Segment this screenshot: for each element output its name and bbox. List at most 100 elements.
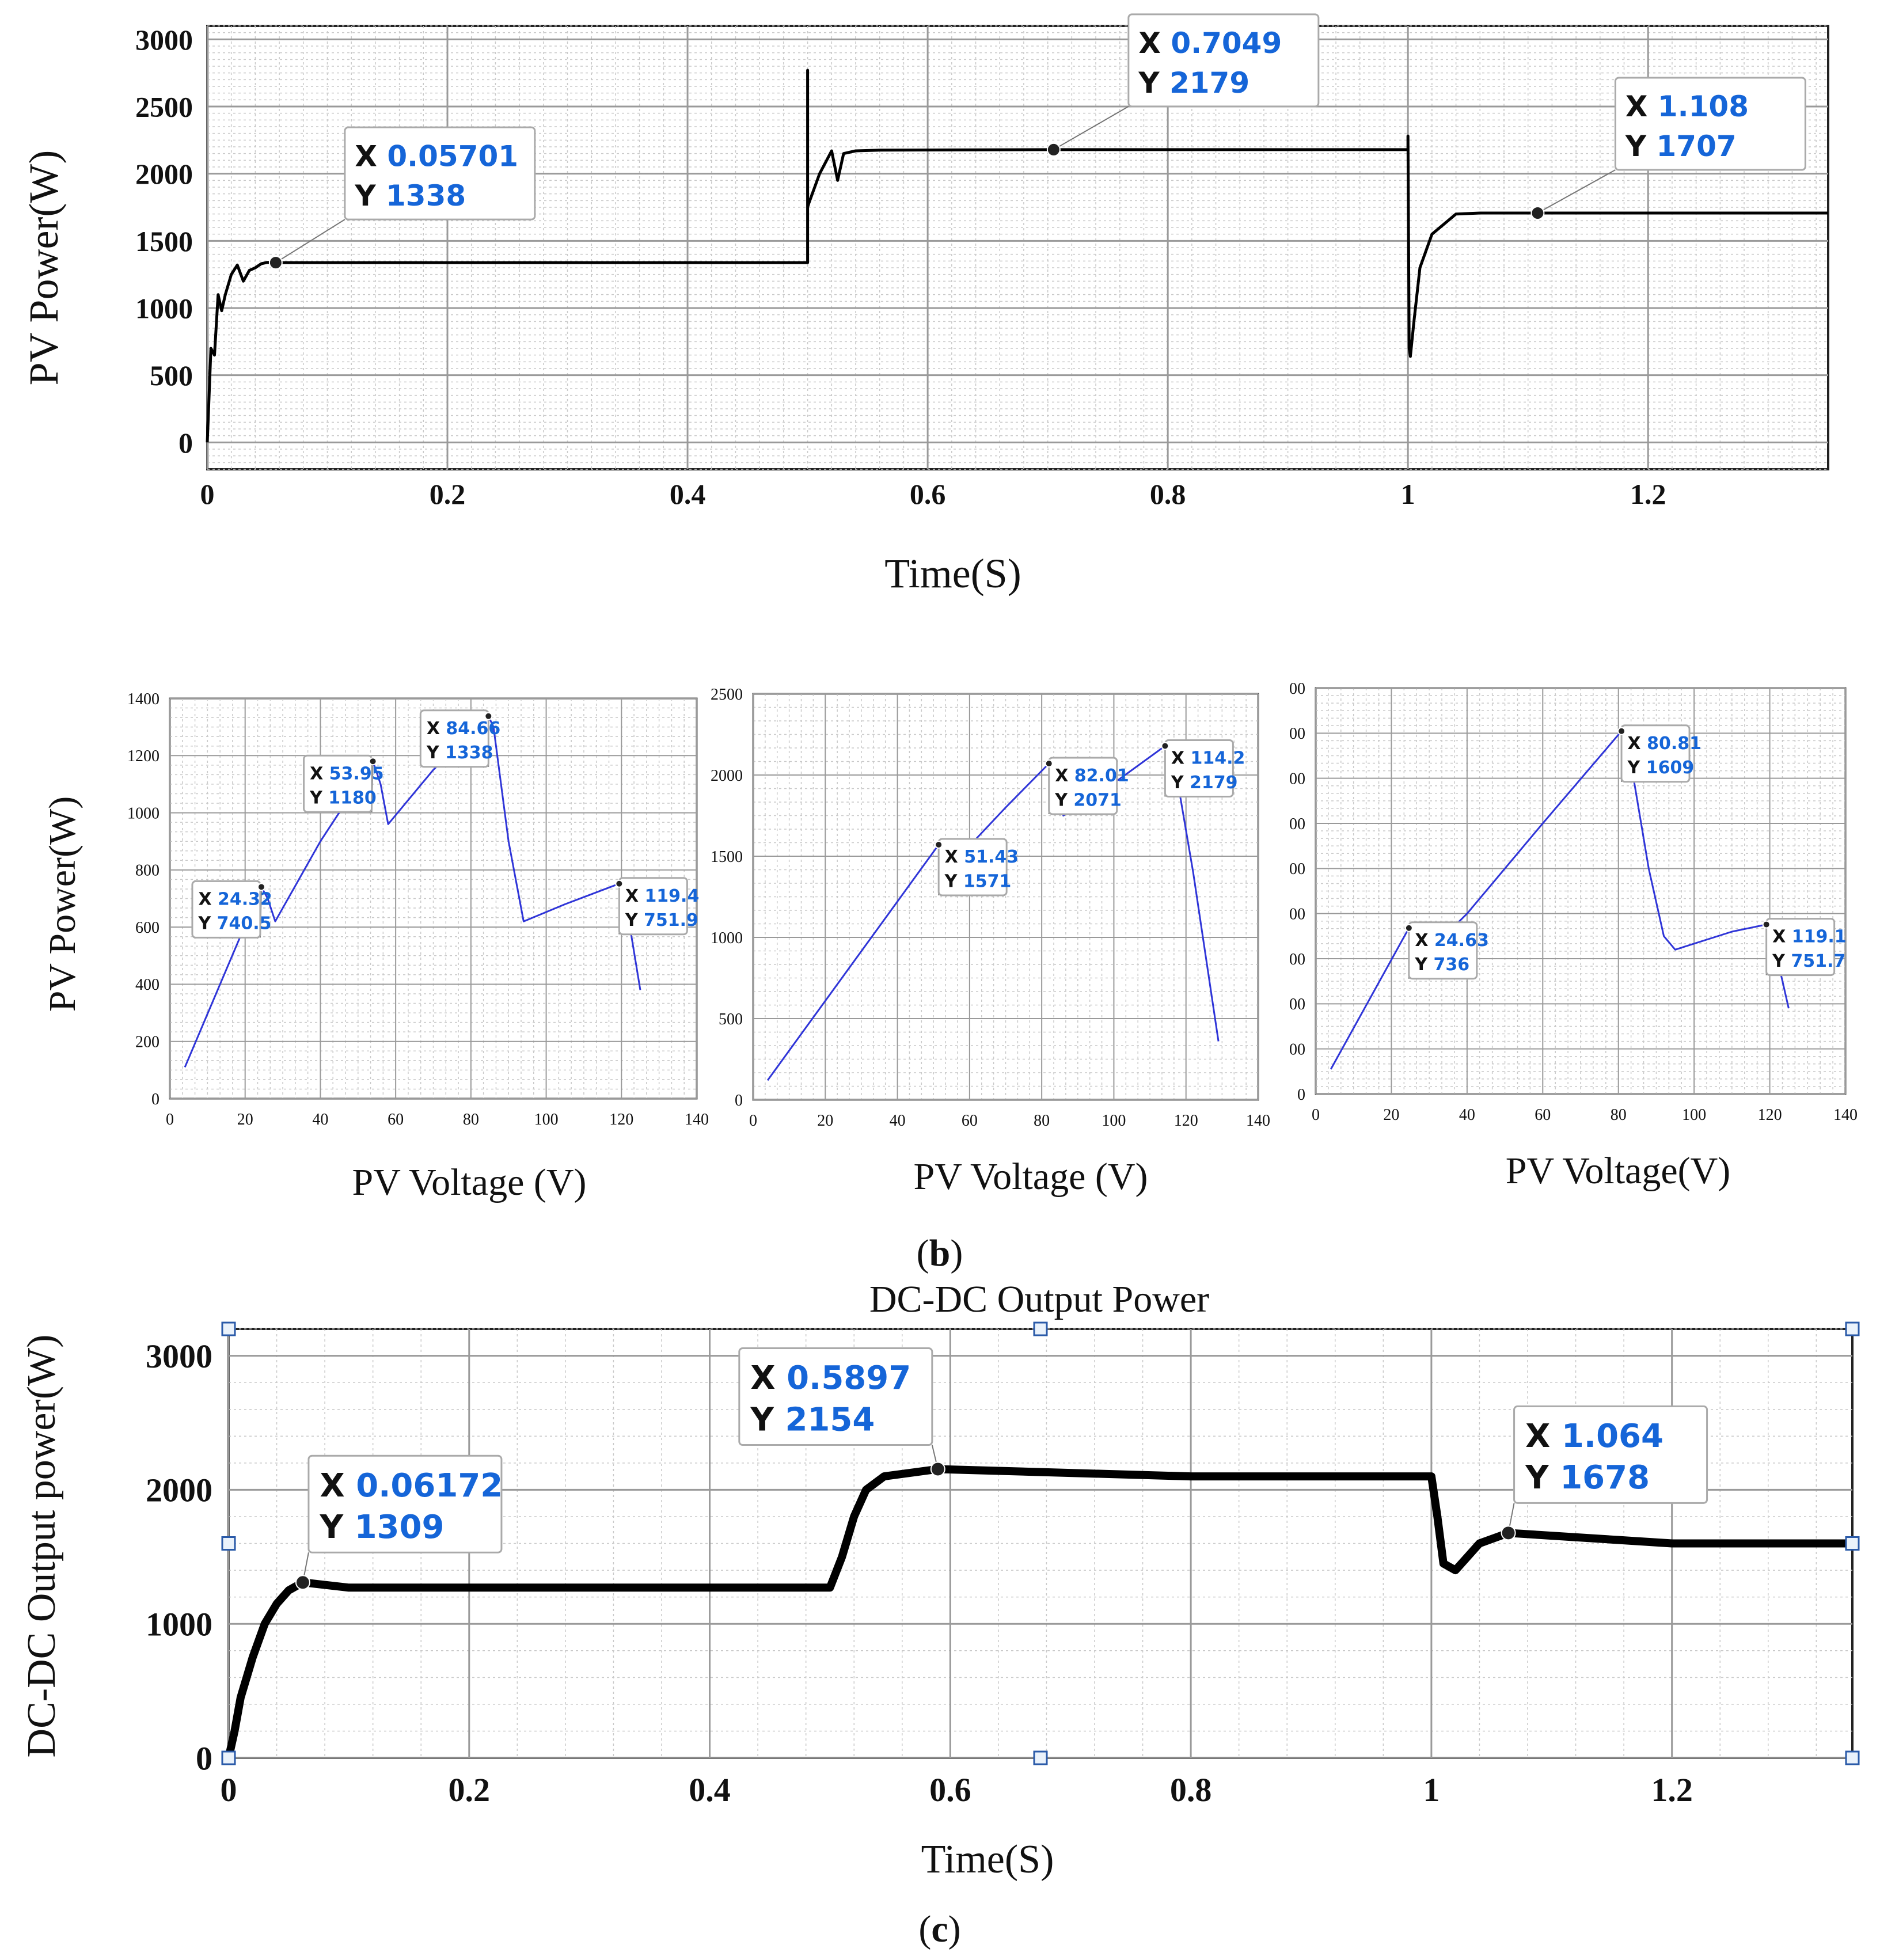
chart-c: DC-DC Output Power 0 0.2 0.4 0.6 0.8 1 1.2 0 100… <box>20 1278 1860 1882</box>
datatip-leader <box>1053 106 1129 150</box>
x-tick-label: 0.2 <box>449 1771 491 1809</box>
datatip-marker[interactable] <box>1617 727 1626 735</box>
datatip[interactable]: X 0.05701 Y 1338 <box>268 126 536 270</box>
resize-handle[interactable] <box>221 1321 236 1336</box>
datatip-x-row: X 0.06172 <box>320 1467 503 1505</box>
chart-a: 0 0.2 0.4 0.6 0.8 1 1.2 0 500 1000 1500 2000 2500 300… <box>21 13 1829 597</box>
datatip-marker[interactable] <box>1530 206 1545 221</box>
resize-handle[interactable] <box>1845 1321 1860 1336</box>
chart-c-ylabel: DC-DC Output power(W) <box>20 1335 64 1758</box>
datatip-x-row: X 84.66 <box>427 719 500 739</box>
datatip[interactable]: X 119.1Y 751.7 <box>1762 918 1847 977</box>
x-tick-label: 0.2 <box>430 478 466 510</box>
resize-handle[interactable] <box>1033 1750 1048 1765</box>
datatip[interactable]: X 119.4 Y 751.9 <box>615 877 699 936</box>
datatip-marker[interactable] <box>369 757 377 766</box>
datatip[interactable]: X 84.66Y 1338 <box>419 709 500 768</box>
datatip-marker[interactable] <box>935 840 943 849</box>
x-tick-label: 60 <box>962 1112 978 1130</box>
datatip-marker[interactable] <box>1045 759 1053 768</box>
resize-handle[interactable] <box>221 1536 236 1551</box>
y-tick-label: 00 <box>1289 860 1305 878</box>
datatip[interactable]: X 24.32Y 740.5 <box>191 880 272 939</box>
datatip-box <box>303 754 373 813</box>
datatip[interactable]: X 51.43Y 1571 <box>935 838 1019 897</box>
datatip-marker[interactable] <box>295 1575 310 1590</box>
datatip-y-value: 1338 <box>386 179 466 212</box>
datatip-x-row: X 114.2 <box>1171 749 1245 769</box>
datatip-marker[interactable] <box>484 712 493 720</box>
y-tick-label: 600 <box>135 919 159 937</box>
datatip-marker[interactable] <box>930 1461 945 1477</box>
chart-c-tick-labels: 0 0.2 0.4 0.6 0.8 1 1.2 0 1000 2000 3000 <box>146 1338 1693 1809</box>
x-tick-label: 1 <box>1401 478 1415 510</box>
datatip-x-label: X <box>1628 734 1647 754</box>
y-tick-label: 1200 <box>127 747 159 765</box>
series-line <box>184 715 641 1068</box>
datatip-x-label: X <box>750 1359 787 1397</box>
resize-handle[interactable] <box>1845 1536 1860 1551</box>
datatip[interactable]: X 24.63Y 736 <box>1404 921 1489 980</box>
datatip-x-row: X 0.05701 <box>355 139 518 173</box>
datatip-x-label: X <box>625 886 645 906</box>
caption-c: (c) <box>918 1908 960 1950</box>
x-tick-label: 80 <box>1611 1106 1627 1124</box>
datatip[interactable]: X 82.01Y 2071 <box>1045 757 1129 815</box>
datatip-marker[interactable] <box>257 883 265 891</box>
datatip-x-row: X 24.32 <box>198 890 272 910</box>
datatip[interactable]: X 114.2 Y 2179 <box>1161 739 1245 798</box>
datatip-x-value: 24.32 <box>218 890 272 910</box>
y-tick-label: 00 <box>1289 905 1305 923</box>
datatip-marker[interactable] <box>1046 142 1061 157</box>
x-tick-label: 80 <box>1034 1112 1050 1130</box>
datatip-box <box>419 709 489 768</box>
y-tick-label: 0 <box>151 1091 159 1108</box>
datatip-box <box>344 126 536 221</box>
datatip-x-row: X 51.43 <box>945 847 1019 867</box>
datatip-y-row: Y 2071 <box>1054 790 1122 810</box>
datatip-x-value: 24.63 <box>1434 930 1489 951</box>
datatip-marker[interactable] <box>1404 924 1413 932</box>
datatip-y-row: Y 751.9 <box>625 910 698 930</box>
datatip-y-label: Y <box>1171 773 1190 793</box>
datatip-x-row: X 119.4 <box>625 886 699 906</box>
datatip-marker[interactable] <box>1762 920 1771 929</box>
chart-b1-tick-labels: 0 20 40 60 80 100 120 1400200400600800100012001… <box>127 690 709 1129</box>
datatip-y-label: Y <box>426 743 445 763</box>
datatip[interactable]: X 80.81Y 1609 <box>1617 724 1702 783</box>
y-tick-label: 1000 <box>135 293 193 325</box>
x-tick-label: 0.6 <box>929 1771 971 1809</box>
resize-handle[interactable] <box>1845 1750 1860 1765</box>
datatip-marker[interactable] <box>1161 742 1169 750</box>
x-tick-label: 40 <box>890 1112 906 1130</box>
datatip-y-label: Y <box>354 179 386 212</box>
chart-b2-xlabel: PV Voltage (V) <box>913 1156 1148 1198</box>
datatip-y-value: 1707 <box>1657 130 1737 163</box>
datatip-marker[interactable] <box>268 256 283 270</box>
chart-b2: 0 20 40 60 80 100 120 140 0 500 1000 1500 2000 2500 X… <box>711 686 1270 1198</box>
y-tick-label: 1000 <box>146 1605 212 1643</box>
datatip-x-row: X 80.81 <box>1628 734 1702 754</box>
x-tick-label: 80 <box>463 1111 479 1129</box>
resize-handle[interactable] <box>221 1750 236 1765</box>
y-tick-label: 3000 <box>135 24 193 56</box>
chart-c-title: DC-DC Output Power <box>869 1278 1209 1320</box>
series-line <box>206 69 1828 443</box>
datatip[interactable]: X 53.95Y 1180 <box>303 754 384 813</box>
chart-c-selection-handles <box>221 1321 1860 1765</box>
datatip-marker[interactable] <box>1501 1525 1516 1541</box>
datatip-x-value: 51.43 <box>964 847 1019 867</box>
datatip-marker[interactable] <box>615 879 624 888</box>
y-tick-label: 0 <box>178 427 193 459</box>
datatip-y-row: Y 2179 <box>1171 773 1238 793</box>
resize-handle[interactable] <box>1033 1321 1048 1336</box>
datatip-y-value: 2071 <box>1073 790 1122 810</box>
